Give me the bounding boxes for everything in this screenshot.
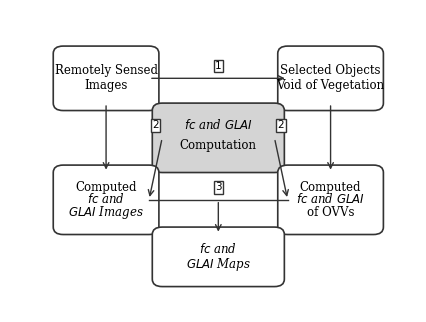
Text: $fc$ and: $fc$ and bbox=[199, 242, 237, 256]
Text: $GLAI$ Images: $GLAI$ Images bbox=[68, 204, 144, 221]
FancyBboxPatch shape bbox=[278, 46, 383, 110]
FancyBboxPatch shape bbox=[153, 227, 285, 287]
Text: $fc$ and $GLAI$: $fc$ and $GLAI$ bbox=[184, 118, 253, 132]
FancyBboxPatch shape bbox=[53, 46, 159, 110]
Text: Computed: Computed bbox=[300, 181, 361, 194]
Text: 1: 1 bbox=[215, 61, 222, 71]
Text: 2: 2 bbox=[278, 120, 285, 130]
Text: Computed: Computed bbox=[75, 181, 137, 194]
Text: Remotely Sensed
Images: Remotely Sensed Images bbox=[55, 64, 158, 92]
FancyBboxPatch shape bbox=[278, 165, 383, 234]
FancyBboxPatch shape bbox=[153, 103, 285, 173]
Text: $fc$ and: $fc$ and bbox=[87, 192, 125, 205]
Text: 2: 2 bbox=[152, 120, 159, 130]
Text: $GLAI$ Maps: $GLAI$ Maps bbox=[186, 256, 251, 273]
Text: 3: 3 bbox=[215, 182, 222, 193]
Text: of OVVs: of OVVs bbox=[307, 206, 354, 219]
FancyBboxPatch shape bbox=[53, 165, 159, 234]
Text: Selected Objects
Void of Vegetation: Selected Objects Void of Vegetation bbox=[276, 64, 385, 92]
Text: Computation: Computation bbox=[180, 139, 257, 152]
Text: $fc$ and $GLAI$: $fc$ and $GLAI$ bbox=[296, 192, 365, 205]
